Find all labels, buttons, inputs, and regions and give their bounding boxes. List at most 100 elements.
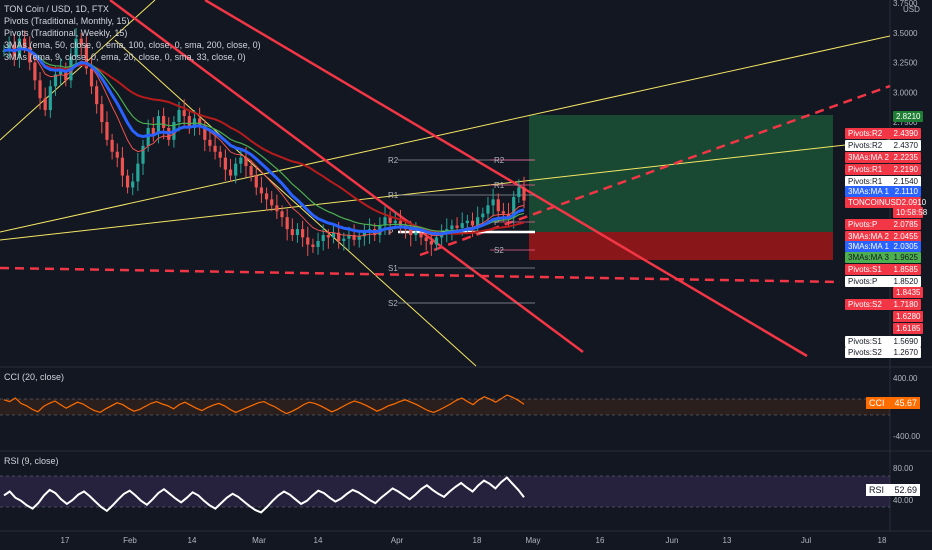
price-tag-value: 1.8585 [893, 265, 918, 274]
candle-body [306, 237, 310, 245]
chart-legend: TON Coin / USD, 1D, FTX Pivots (Traditio… [4, 3, 261, 63]
long-position-profit-zone [529, 115, 833, 232]
indicator-3mas-long[interactable]: 3MAs (ema, 50, close, 0, ema, 100, close… [4, 40, 261, 50]
candle-body [110, 139, 114, 152]
price-tag: 1.6280 [893, 311, 923, 322]
cci-tick-label: 400.00 [893, 374, 918, 383]
pivot-label-monthly: P [388, 228, 393, 237]
symbol-title[interactable]: TON Coin / USD, 1D, FTX [4, 4, 109, 14]
candle-body [156, 116, 161, 134]
candle-body [409, 229, 413, 236]
pivot-label-weekly: P [494, 218, 499, 227]
candle-body [43, 98, 47, 111]
candle-body [64, 68, 68, 81]
price-tag-value: 1.2670 [893, 348, 918, 357]
candle-body [254, 175, 258, 188]
price-tag: 2.8210 [893, 111, 923, 122]
price-tag-value: 10:58:58 [896, 208, 928, 217]
rsi-line [3, 476, 525, 514]
price-tag: Pivots:S2 1.2670 [845, 347, 921, 358]
price-tag: Pivots:P 2.0785 [845, 219, 921, 230]
indicator-3mas-short[interactable]: 3MAs (ema, 9, close, 0, ema, 20, close, … [4, 52, 246, 62]
candle-body [131, 181, 135, 188]
candle-body [275, 205, 279, 212]
candle-body [311, 244, 315, 247]
cci-pane-title[interactable]: CCI (20, close) [4, 372, 65, 382]
pivot-label-weekly: R1 [494, 181, 505, 190]
price-tag-value: 2.0455 [893, 232, 918, 241]
time-axis-label: Mar [252, 536, 266, 545]
price-tag-value: 1.7180 [893, 300, 918, 309]
rsi-tag-value: 52.69 [894, 485, 917, 495]
candle-body [28, 47, 32, 63]
rsi-tag-label: RSI [869, 485, 885, 495]
price-tag-value: 1.8435 [896, 288, 921, 297]
red-trendline [204, 0, 808, 358]
price-tag: Pivots:R2 2.4370 [845, 140, 921, 151]
time-axis-label: 17 [61, 536, 70, 545]
rsi-pane-title[interactable]: RSI (9, close) [4, 456, 59, 466]
price-tick-label: 3.7500 [893, 0, 918, 8]
price-tag-value: 1.5690 [893, 337, 918, 346]
time-axis-label: Jun [666, 536, 679, 545]
candle-body [280, 211, 284, 218]
candle-body [125, 175, 130, 188]
pivot-label-monthly: S1 [388, 264, 398, 273]
candle-body [331, 232, 336, 238]
indicator-monthly-pivots[interactable]: Pivots (Traditional, Monthly, 15) [4, 16, 130, 26]
candle-body [100, 104, 104, 122]
price-tag-value: 2.4390 [893, 129, 918, 138]
candle-body [198, 118, 202, 126]
yellow-trendline [0, 0, 156, 141]
candle-body [53, 74, 58, 87]
cci-tick-label: -400.00 [893, 432, 921, 441]
price-tag-label: Pivots:S2 [848, 300, 882, 309]
price-tag: Pivots:S1 1.5690 [845, 336, 921, 347]
price-tick-label: 3.5000 [893, 29, 918, 38]
rsi-tick-label: 40.00 [893, 496, 914, 505]
candle-body [470, 220, 475, 226]
price-tag-label: Pivots:R2 [848, 129, 883, 138]
price-tag-label: Pivots:P [848, 277, 878, 286]
candle-body [362, 232, 366, 237]
candle-body [249, 166, 253, 176]
candle-body [259, 187, 264, 194]
candle-body [486, 205, 490, 214]
candle-body [450, 225, 454, 230]
candle-body [419, 232, 423, 238]
candle-body [326, 235, 330, 238]
candle-body [290, 229, 294, 236]
price-tag-label: Pivots:R2 [848, 141, 883, 150]
candle-body [270, 199, 274, 206]
cci-tag-value: 45.67 [894, 398, 917, 408]
candle-body [496, 199, 500, 212]
candle-body [244, 157, 248, 167]
red-dashed-channel [419, 84, 891, 257]
price-tag-label: Pivots:S1 [848, 337, 882, 346]
candle-body [357, 236, 361, 240]
candle-body [398, 220, 403, 226]
price-tag-label: 3MAs:MA 1 [848, 187, 889, 196]
pivot-label-weekly: R2 [494, 156, 505, 165]
indicator-weekly-pivots[interactable]: Pivots (Traditional, Weekly, 15) [4, 28, 128, 38]
candle-body [512, 196, 516, 218]
candle-body [89, 68, 94, 87]
yellow-trendline [0, 35, 891, 233]
candle-body [388, 217, 392, 224]
price-tag-value: 2.4370 [893, 141, 918, 150]
time-axis-label: Jul [801, 536, 811, 545]
price-tag: 3MAs:MA 2 2.2235 [845, 152, 921, 163]
time-axis-label: Feb [123, 536, 137, 545]
candle-body [79, 38, 83, 45]
candle-body [228, 169, 233, 176]
pivot-label-weekly: S2 [494, 246, 504, 255]
candle-body [424, 237, 428, 241]
candle-body [84, 44, 88, 69]
price-tag-label: 3MAs:MA 2 [848, 232, 889, 241]
candle-body [337, 232, 341, 241]
candle-body [218, 151, 222, 158]
rsi-tick-label: 80.00 [893, 464, 914, 473]
price-tag-label: Pivots:S2 [848, 348, 882, 357]
